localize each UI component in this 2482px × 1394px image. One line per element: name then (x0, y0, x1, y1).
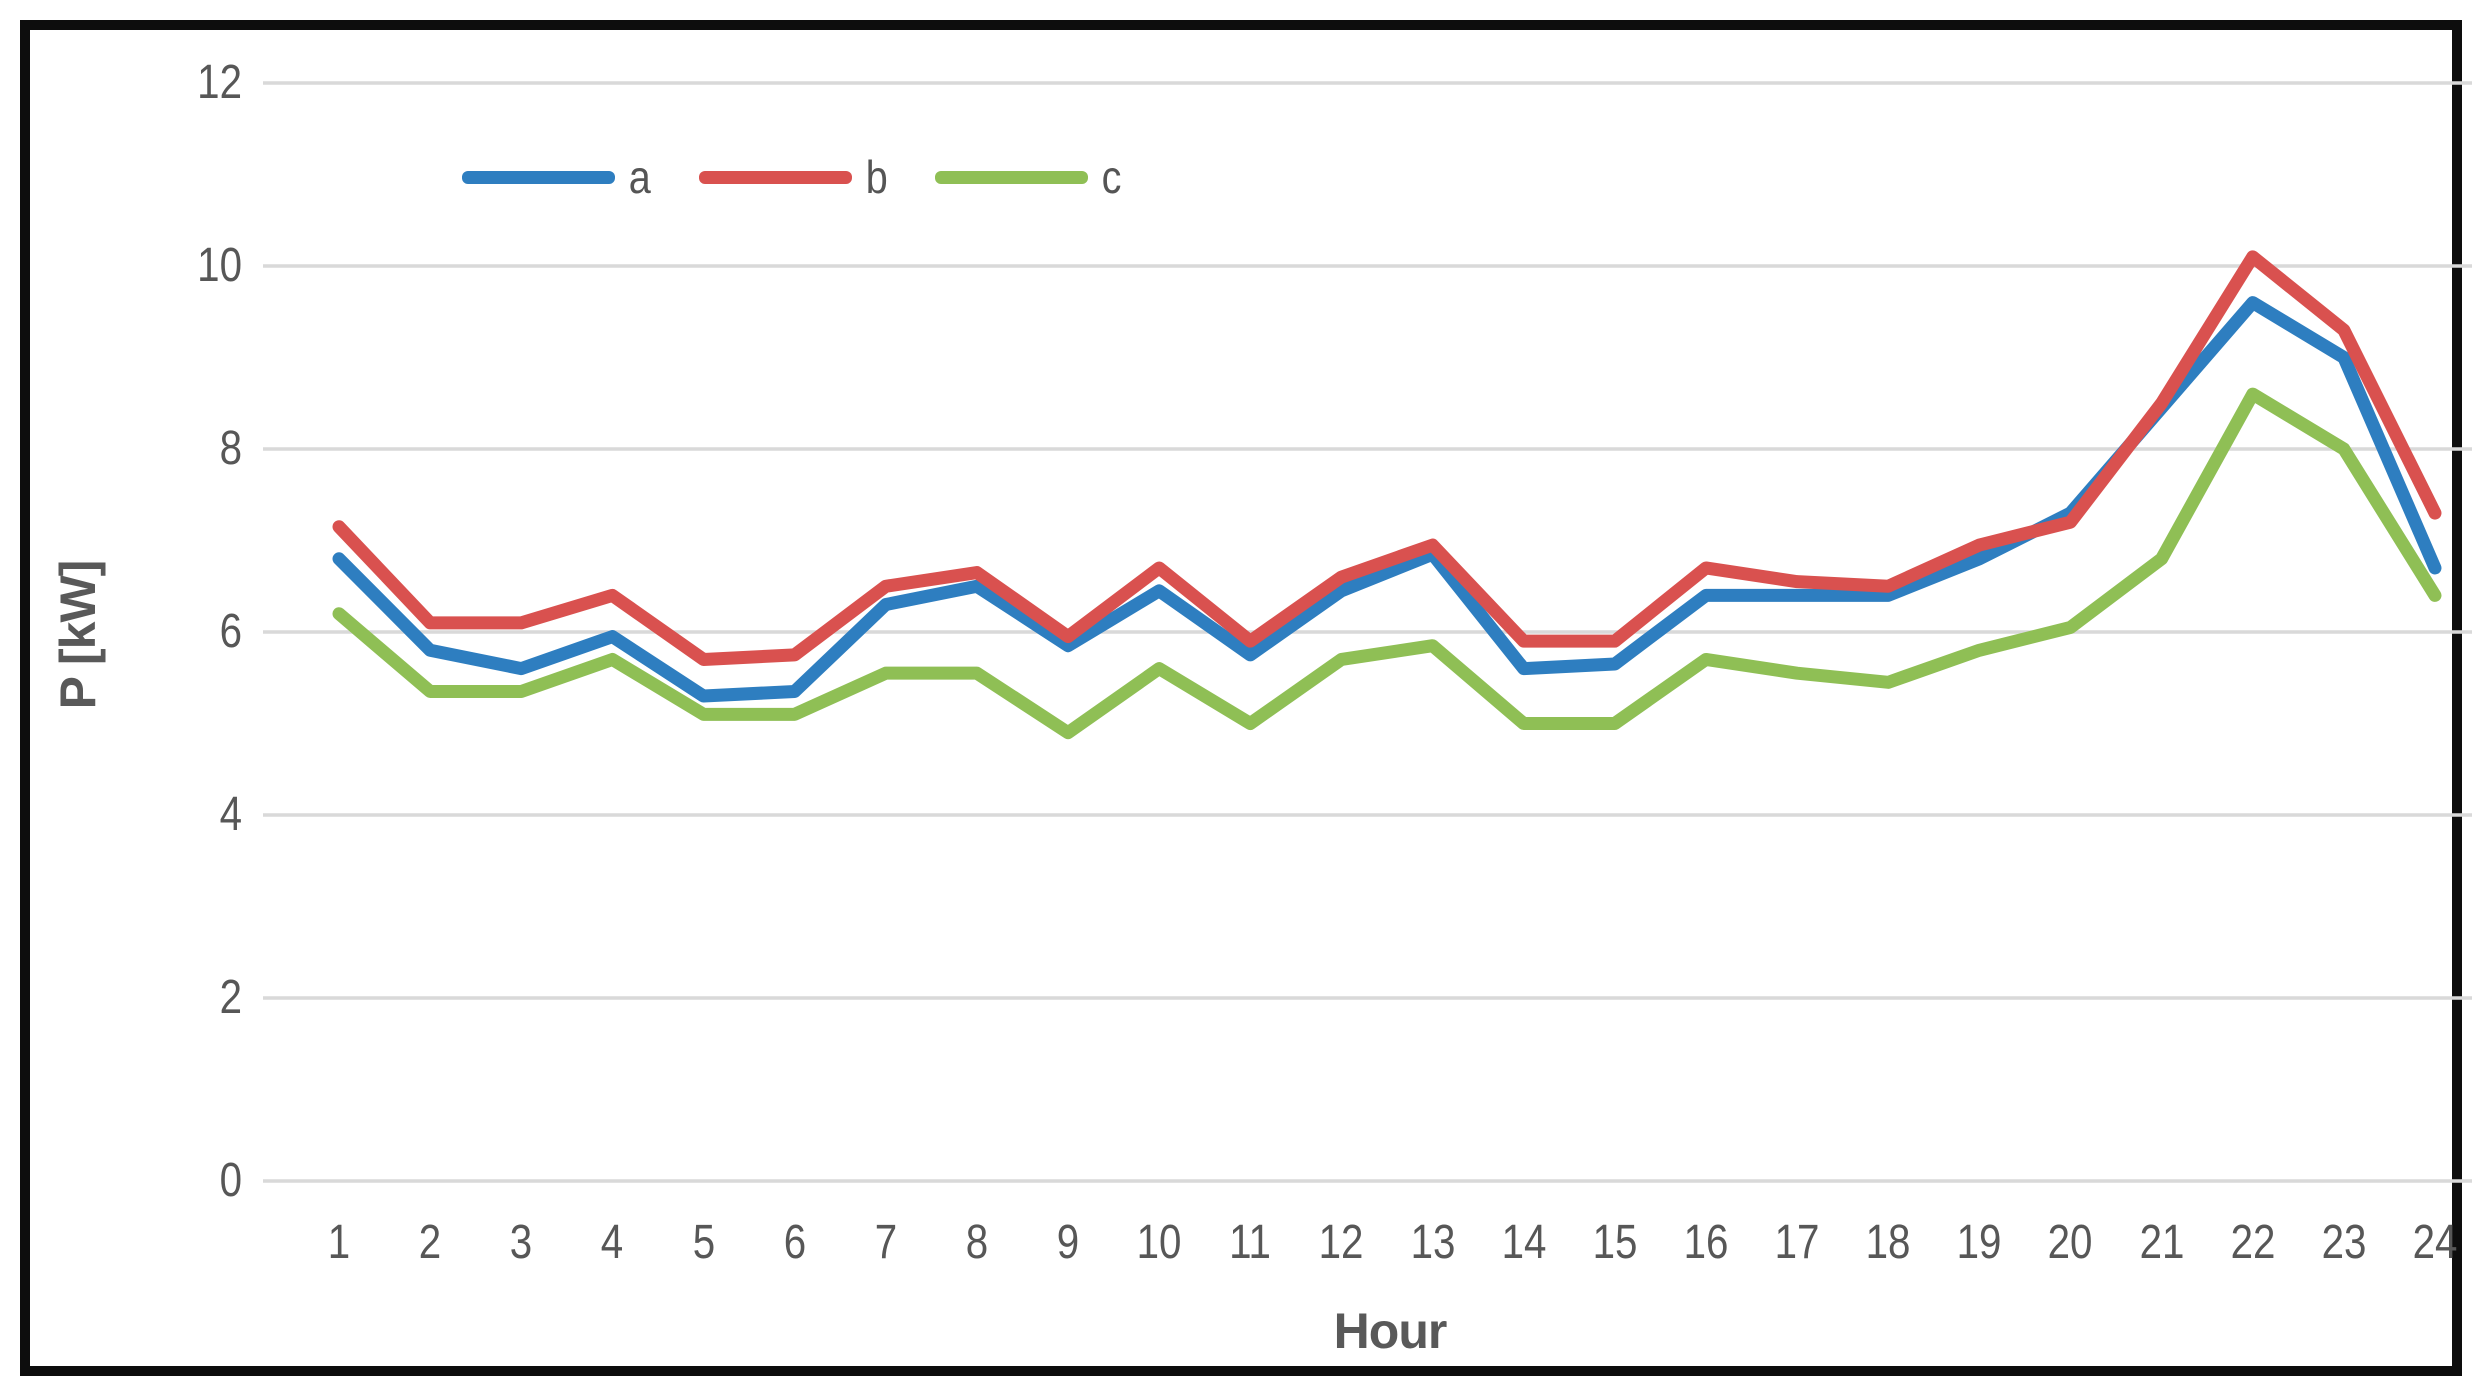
x-tick-label-16: 16 (1683, 1216, 1729, 1269)
x-tick-label-3: 3 (510, 1216, 533, 1269)
y-tick-label-12: 12 (197, 56, 242, 109)
legend-item-c: c (935, 152, 1123, 202)
series-line-c (332, 387, 2442, 740)
chart-canvas (263, 81, 2472, 1183)
y-tick-label-0: 0 (219, 1154, 242, 1207)
x-tick-label-6: 6 (783, 1216, 806, 1269)
series-line-b (332, 250, 2442, 666)
legend-item-b: b (698, 151, 890, 203)
legend: a b c (462, 152, 1123, 202)
legend-label-b: b (865, 151, 888, 203)
x-tick-label-11: 11 (1229, 1216, 1272, 1269)
legend-item-a: a (462, 152, 653, 202)
x-tick-label-10: 10 (1136, 1216, 1182, 1269)
x-tick-label-21: 21 (2139, 1216, 2185, 1269)
y-tick-label-6: 6 (219, 605, 242, 658)
legend-swatch-c (935, 170, 1089, 184)
y-tick-label-2: 2 (219, 971, 242, 1024)
legend-label-a: a (628, 151, 651, 203)
x-tick-label-17: 17 (1774, 1216, 1820, 1269)
x-tick-label-19: 19 (1956, 1216, 2002, 1269)
x-tick-label-20: 20 (2048, 1216, 2093, 1269)
x-tick-label-13: 13 (1410, 1216, 1455, 1269)
x-tick-label-9: 9 (1056, 1216, 1080, 1269)
x-tick-label-14: 14 (1501, 1216, 1547, 1269)
x-tick-label-7: 7 (874, 1216, 897, 1269)
legend-label-c: c (1101, 151, 1122, 203)
x-tick-label-22: 22 (2230, 1216, 2276, 1269)
x-tick-label-4: 4 (601, 1216, 624, 1269)
y-tick-label-8: 8 (219, 422, 242, 475)
x-tick-label-5: 5 (692, 1216, 715, 1269)
x-tick-label-23: 23 (2321, 1216, 2367, 1269)
x-tick-label-15: 15 (1592, 1216, 1638, 1269)
legend-swatch-a (462, 170, 615, 184)
x-axis-title: Hour (1333, 1303, 1448, 1359)
x-tick-label-18: 18 (1865, 1216, 1911, 1269)
series-line-a (332, 296, 2442, 703)
x-tick-label-24: 24 (2412, 1216, 2458, 1269)
x-tick-label-12: 12 (1318, 1216, 1364, 1269)
y-axis-title: P [kW] (50, 560, 106, 710)
legend-swatch-b (698, 170, 852, 184)
y-tick-label-10: 10 (197, 239, 242, 292)
x-tick-label-1: 1 (327, 1216, 351, 1269)
y-tick-label-4: 4 (219, 788, 242, 841)
x-tick-label-2: 2 (418, 1216, 442, 1269)
x-tick-label-8: 8 (965, 1216, 989, 1269)
